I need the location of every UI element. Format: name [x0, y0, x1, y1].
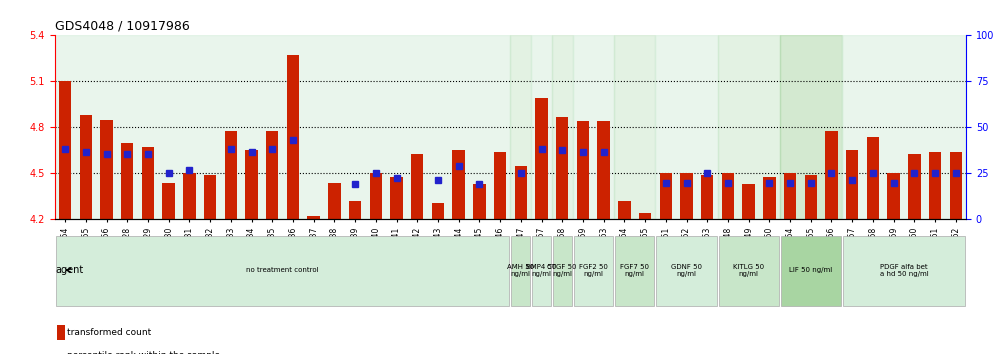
Bar: [701, 175, 713, 219]
Bar: [287, 55, 299, 219]
Bar: [763, 177, 776, 219]
Bar: [887, 173, 899, 219]
Bar: [842, 35, 966, 219]
Bar: [162, 183, 175, 219]
Bar: [245, 150, 258, 219]
Bar: [225, 131, 237, 219]
Bar: [431, 202, 444, 219]
Bar: [655, 35, 717, 219]
Bar: [598, 121, 610, 219]
Bar: [80, 115, 92, 219]
Bar: [266, 131, 279, 219]
Text: no treatment control: no treatment control: [246, 267, 319, 273]
FancyBboxPatch shape: [512, 236, 530, 306]
Bar: [59, 81, 72, 219]
Text: FGF2 50
ng/ml: FGF2 50 ng/ml: [579, 264, 608, 277]
Text: GDNF 50
ng/ml: GDNF 50 ng/ml: [671, 264, 702, 277]
Bar: [659, 173, 672, 219]
Text: transformed count: transformed count: [67, 328, 151, 337]
Text: CTGF 50
ng/ml: CTGF 50 ng/ml: [548, 264, 577, 277]
Bar: [390, 177, 402, 219]
Text: agent: agent: [56, 265, 84, 275]
FancyBboxPatch shape: [656, 236, 716, 306]
Bar: [784, 173, 796, 219]
Bar: [867, 137, 879, 219]
Bar: [329, 183, 341, 219]
Text: percentile rank within the sample: percentile rank within the sample: [67, 351, 220, 354]
Text: AMH 50
ng/ml: AMH 50 ng/ml: [507, 264, 535, 277]
Bar: [722, 173, 734, 219]
Text: FGF7 50
ng/ml: FGF7 50 ng/ml: [621, 264, 649, 277]
Bar: [511, 35, 531, 219]
Text: BMP4 50
ng/ml: BMP4 50 ng/ml: [526, 264, 557, 277]
Text: PDGF alfa bet
a hd 50 ng/ml: PDGF alfa bet a hd 50 ng/ml: [879, 264, 928, 277]
Bar: [57, 325, 65, 340]
FancyBboxPatch shape: [56, 236, 509, 306]
Bar: [780, 35, 842, 219]
Bar: [552, 35, 573, 219]
Bar: [826, 131, 838, 219]
Text: KITLG 50
ng/ml: KITLG 50 ng/ml: [733, 264, 764, 277]
FancyBboxPatch shape: [574, 236, 613, 306]
Text: LIF 50 ng/ml: LIF 50 ng/ml: [789, 267, 833, 273]
Bar: [55, 35, 511, 219]
Bar: [573, 35, 614, 219]
Bar: [577, 121, 590, 219]
Bar: [929, 152, 941, 219]
Bar: [411, 154, 423, 219]
FancyBboxPatch shape: [616, 236, 654, 306]
Bar: [717, 35, 780, 219]
Text: GDS4048 / 10917986: GDS4048 / 10917986: [55, 19, 189, 33]
Bar: [141, 147, 154, 219]
Bar: [908, 154, 920, 219]
Bar: [619, 201, 630, 219]
Bar: [183, 173, 195, 219]
Bar: [638, 213, 651, 219]
Bar: [556, 117, 569, 219]
Bar: [370, 173, 382, 219]
Bar: [535, 98, 548, 219]
Bar: [515, 166, 527, 219]
Bar: [101, 120, 113, 219]
Bar: [308, 216, 320, 219]
Bar: [742, 184, 755, 219]
Bar: [531, 35, 552, 219]
Bar: [680, 173, 693, 219]
Bar: [452, 150, 465, 219]
FancyBboxPatch shape: [553, 236, 572, 306]
Bar: [204, 175, 216, 219]
Bar: [949, 152, 962, 219]
Bar: [846, 150, 859, 219]
FancyBboxPatch shape: [781, 236, 841, 306]
Bar: [614, 35, 655, 219]
FancyBboxPatch shape: [532, 236, 551, 306]
Bar: [349, 201, 362, 219]
FancyBboxPatch shape: [843, 236, 965, 306]
Bar: [122, 143, 133, 219]
FancyBboxPatch shape: [718, 236, 779, 306]
Bar: [473, 184, 486, 219]
Bar: [494, 152, 506, 219]
Bar: [805, 175, 817, 219]
